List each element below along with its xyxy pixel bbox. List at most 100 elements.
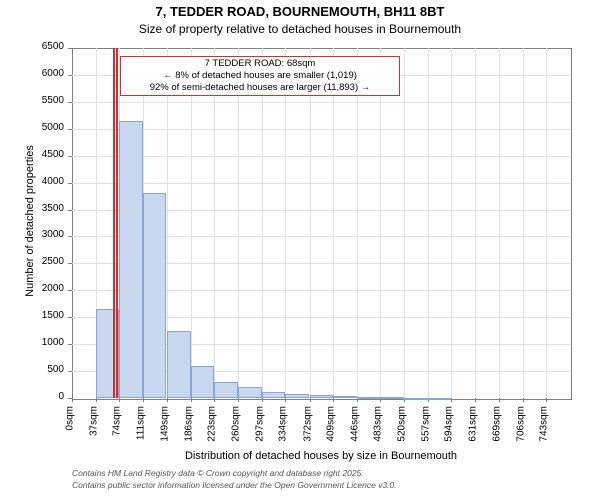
histogram-bar [119, 121, 143, 398]
ytick-mark [68, 156, 72, 157]
histogram-bar [214, 382, 238, 398]
xtick-label: 0sqm [65, 406, 76, 456]
gridline-v [380, 48, 381, 398]
ytick-mark [68, 129, 72, 130]
footer-line2: Contains public sector information licen… [72, 480, 397, 490]
gridline-v [310, 48, 311, 398]
gridline-v [191, 48, 192, 398]
xtick-label: 149sqm [160, 406, 171, 456]
gridline-v [262, 48, 263, 398]
ytick-mark [68, 210, 72, 211]
ytick-label: 5500 [0, 95, 64, 106]
ytick-mark [68, 183, 72, 184]
ytick-label: 0 [0, 391, 64, 402]
gridline-h [72, 183, 570, 184]
ytick-mark [68, 371, 72, 372]
xtick-mark [238, 398, 239, 402]
xtick-mark [499, 398, 500, 402]
annotation-line2: ← 8% of detached houses are smaller (1,0… [125, 70, 395, 82]
xtick-label: 520sqm [397, 406, 408, 456]
annotation-line3: 92% of semi-detached houses are larger (… [125, 82, 395, 94]
xtick-mark [143, 398, 144, 402]
x-axis-label: Distribution of detached houses by size … [72, 450, 570, 462]
annotation-box: 7 TEDDER ROAD: 68sqm← 8% of detached hou… [120, 56, 400, 96]
gridline-h [72, 156, 570, 157]
xtick-mark [167, 398, 168, 402]
xtick-label: 669sqm [492, 406, 503, 456]
histogram-bar [262, 392, 286, 398]
chart-title: 7, TEDDER ROAD, BOURNEMOUTH, BH11 8BT [0, 4, 600, 19]
histogram-bar [285, 394, 309, 398]
gridline-h [72, 102, 570, 103]
histogram-bar [191, 366, 215, 398]
gridline-v [451, 48, 452, 398]
gridline-v [523, 48, 524, 398]
ytick-mark [68, 236, 72, 237]
xtick-label: 37sqm [88, 406, 99, 456]
xtick-label: 74sqm [112, 406, 123, 456]
xtick-mark [96, 398, 97, 402]
xtick-label: 223sqm [207, 406, 218, 456]
xtick-label: 446sqm [349, 406, 360, 456]
xtick-label: 706sqm [515, 406, 526, 456]
xtick-mark [333, 398, 334, 402]
gridline-v [428, 48, 429, 398]
y-axis-label: Number of detached properties [24, 131, 36, 311]
xtick-label: 260sqm [231, 406, 242, 456]
gridline-v [357, 48, 358, 398]
histogram-bar [167, 331, 191, 398]
xtick-label: 409sqm [326, 406, 337, 456]
xtick-label: 372sqm [302, 406, 313, 456]
xtick-mark [191, 398, 192, 402]
ytick-mark [68, 317, 72, 318]
footer-line1: Contains HM Land Registry data © Crown c… [72, 468, 364, 478]
xtick-mark [546, 398, 547, 402]
xtick-mark [451, 398, 452, 402]
histogram-bar [357, 397, 381, 399]
ytick-label: 6000 [0, 68, 64, 79]
ytick-mark [68, 344, 72, 345]
xtick-label: 334sqm [278, 406, 289, 456]
xtick-mark [285, 398, 286, 402]
xtick-label: 111sqm [135, 406, 146, 456]
ytick-mark [68, 48, 72, 49]
ytick-label: 6500 [0, 41, 64, 52]
gridline-v [475, 48, 476, 398]
gridline-v [214, 48, 215, 398]
xtick-label: 186sqm [183, 406, 194, 456]
histogram-bar [310, 395, 334, 398]
ytick-mark [68, 102, 72, 103]
xtick-mark [523, 398, 524, 402]
ytick-mark [68, 75, 72, 76]
xtick-mark [310, 398, 311, 402]
gridline-v [238, 48, 239, 398]
xtick-mark [475, 398, 476, 402]
gridline-v [333, 48, 334, 398]
ytick-mark [68, 263, 72, 264]
annotation-line1: 7 TEDDER ROAD: 68sqm [125, 58, 395, 70]
xtick-mark [214, 398, 215, 402]
gridline-v [546, 48, 547, 398]
histogram-bar [333, 396, 357, 398]
ytick-label: 1500 [0, 310, 64, 321]
xtick-label: 743sqm [539, 406, 550, 456]
marker-line [113, 48, 115, 398]
xtick-label: 631sqm [467, 406, 478, 456]
histogram-bar [143, 193, 167, 398]
gridline-h [72, 129, 570, 130]
gridline-v [499, 48, 500, 398]
xtick-mark [72, 398, 73, 402]
xtick-mark [119, 398, 120, 402]
gridline-v [404, 48, 405, 398]
xtick-label: 297sqm [254, 406, 265, 456]
ytick-label: 1000 [0, 337, 64, 348]
chart-subtitle: Size of property relative to detached ho… [0, 22, 600, 36]
xtick-label: 483sqm [373, 406, 384, 456]
histogram-bar [238, 387, 262, 398]
xtick-label: 557sqm [420, 406, 431, 456]
xtick-mark [262, 398, 263, 402]
histogram-bar [404, 398, 428, 400]
histogram-bar [428, 398, 452, 400]
histogram-bar [380, 397, 404, 399]
ytick-label: 500 [0, 364, 64, 375]
